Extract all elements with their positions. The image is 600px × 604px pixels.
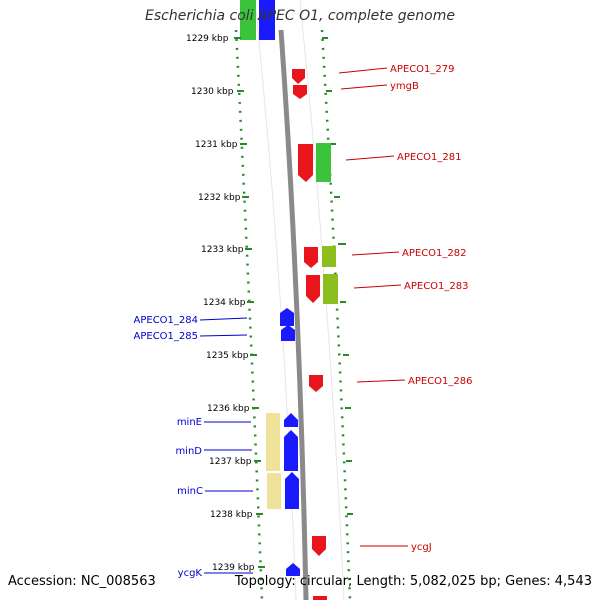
gene-minD[interactable]: [284, 430, 298, 471]
genome-backbone: [278, 29, 309, 601]
gene-label-APECO1_281[interactable]: APECO1_281: [397, 152, 462, 163]
right-gene-labels: APECO1_279 ymgB APECO1_281 APECO1_282 AP…: [338, 64, 473, 553]
gene-top-blue[interactable]: [259, 0, 275, 40]
gene-label-minC[interactable]: minC: [177, 486, 203, 497]
gene-minC[interactable]: [285, 472, 299, 509]
cog-block-olive[interactable]: [323, 274, 338, 304]
cog-blocks: [266, 143, 338, 509]
tick-label: 1235 kbp: [206, 351, 249, 361]
gene-label-ymgB[interactable]: ymgB: [390, 81, 419, 92]
gene-label-APECO1_284[interactable]: APECO1_284: [134, 315, 199, 326]
gene-APECO1_279[interactable]: [292, 69, 305, 84]
gene-APECO1_284[interactable]: [280, 308, 294, 326]
cog-block-yellow[interactable]: [267, 473, 281, 509]
gene-label-APECO1_286[interactable]: APECO1_286: [408, 376, 473, 387]
gene-label-APECO1_282[interactable]: APECO1_282: [402, 248, 467, 259]
gene-label-ycgK[interactable]: ycgK: [178, 568, 203, 579]
scale-ticks: 1229 kbp 1230 kbp 1231 kbp 1232 kbp 1233…: [186, 34, 265, 573]
gene-label-APECO1_285[interactable]: APECO1_285: [134, 331, 199, 342]
gene-label-minE[interactable]: minE: [177, 417, 202, 428]
tick-label: 1238 kbp: [210, 510, 253, 520]
gene-ymgB[interactable]: [293, 85, 307, 99]
tick-label: 1229 kbp: [186, 34, 229, 44]
tick-label: 1236 kbp: [207, 404, 250, 414]
cog-block-yellow[interactable]: [266, 413, 280, 471]
gene-APECO1_286[interactable]: [309, 375, 323, 392]
gene-top-green[interactable]: [240, 0, 256, 40]
cog-block-green[interactable]: [316, 143, 331, 182]
gene-APECO1_285[interactable]: [281, 325, 295, 341]
tick-label: 1231 kbp: [195, 140, 238, 150]
gene-label-APECO1_279[interactable]: APECO1_279: [390, 64, 455, 75]
tick-label: 1239 kbp: [212, 563, 255, 573]
tick-label: 1230 kbp: [191, 87, 234, 97]
tick-label: 1234 kbp: [203, 298, 246, 308]
reverse-genes: [280, 308, 300, 576]
genome-summary: Topology: circular; Length: 5,082,025 bp…: [234, 574, 592, 589]
tick-label: 1237 kbp: [209, 457, 252, 467]
gene-label-minD[interactable]: minD: [175, 446, 202, 457]
gene-minE[interactable]: [284, 413, 298, 427]
tick-label: 1233 kbp: [201, 245, 244, 255]
cog-block-olive[interactable]: [322, 246, 336, 267]
tick-label: 1232 kbp: [198, 193, 241, 203]
gene-APECO1_282[interactable]: [304, 247, 318, 268]
gene-bottom-red[interactable]: [313, 596, 327, 600]
gene-label-ycgJ[interactable]: ycgJ: [411, 542, 432, 553]
map-title: Escherichia coli APEC O1, complete genom…: [145, 8, 455, 24]
gene-ycgJ[interactable]: [312, 536, 326, 556]
gene-APECO1_283[interactable]: [306, 275, 320, 303]
gene-APECO1_281[interactable]: [298, 144, 313, 182]
gene-label-APECO1_283[interactable]: APECO1_283: [404, 281, 469, 292]
forward-genes: [292, 69, 327, 600]
accession-label: Accession: NC_008563: [8, 574, 156, 589]
left-gene-labels: APECO1_284 APECO1_285 minE minD minC ycg…: [134, 315, 253, 579]
gene-ycgK[interactable]: [286, 563, 300, 576]
